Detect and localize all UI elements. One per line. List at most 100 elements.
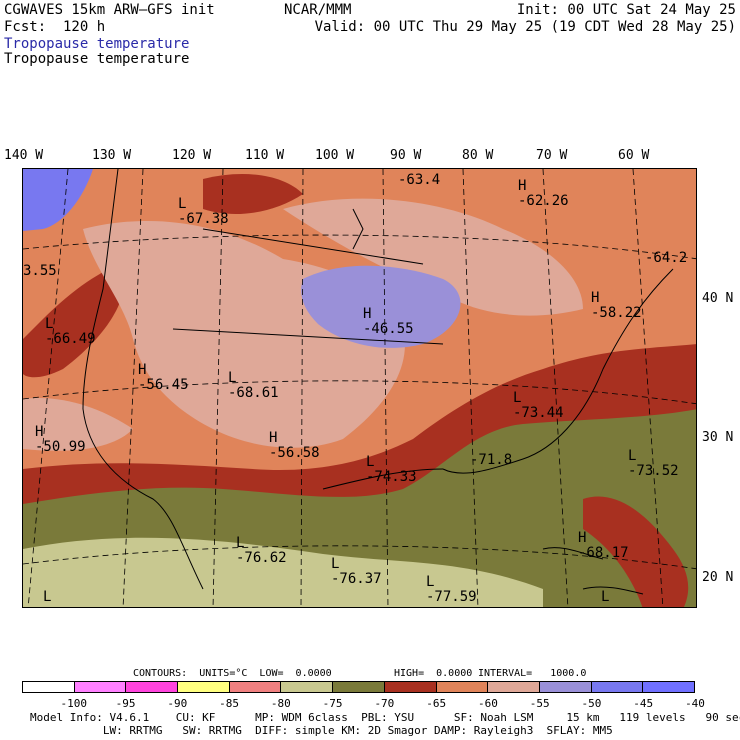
lon-label: 60 W bbox=[618, 148, 650, 163]
colorbar-segment bbox=[643, 682, 694, 692]
center-mark: L bbox=[331, 556, 340, 572]
center-value: -50.99 bbox=[35, 439, 86, 455]
valid-time: Valid: 00 UTC Thu 29 May 25 (19 CDT Wed … bbox=[314, 19, 736, 35]
colorbar-tick-label: -65 bbox=[426, 697, 447, 710]
center-mark: L bbox=[236, 535, 245, 551]
center-mark: L bbox=[426, 574, 435, 590]
center-mark: H bbox=[363, 306, 372, 322]
center-value: -68.61 bbox=[228, 385, 279, 401]
center-value: -62.26 bbox=[518, 193, 569, 209]
tropopause-temperature-map: L -67.38 -63.4 H -62.26 -64.2 3.55 H -46.55… bbox=[22, 168, 697, 608]
lat-label: 40 N bbox=[702, 291, 734, 306]
colorbar-segment bbox=[488, 682, 540, 692]
high-56-58: H -56.58 bbox=[269, 431, 320, 461]
value-64-2: -64.2 bbox=[645, 250, 688, 266]
center-value: -73.52 bbox=[628, 463, 679, 479]
low-68-61: L -68.61 bbox=[228, 371, 279, 401]
model-info-line-1: Model Info: V4.6.1 CU: KF MP: WDM 6class… bbox=[30, 711, 740, 724]
band-minus-65-pacific bbox=[23, 264, 125, 378]
low-76-37: L -76.37 bbox=[331, 557, 382, 587]
band-minus-65-atlantic bbox=[583, 496, 689, 607]
lon-label: 110 W bbox=[245, 148, 285, 163]
center-value: -66.49 bbox=[45, 331, 96, 347]
colorbar-tick-label: -85 bbox=[219, 697, 239, 710]
colorbar-segment bbox=[178, 682, 230, 692]
center-mark: H bbox=[138, 362, 147, 378]
lat-label: 30 N bbox=[702, 430, 734, 445]
model-title: CGWAVES 15km ARW–GFS init bbox=[4, 2, 215, 18]
colorbar-tick-label: -40 bbox=[685, 697, 705, 710]
lat-label: 20 N bbox=[702, 570, 734, 585]
band-minus-55-north bbox=[283, 198, 583, 316]
center-mark: H bbox=[269, 430, 278, 446]
field-title-2: Tropopause temperature bbox=[4, 51, 190, 67]
high-62-26: H -62.26 bbox=[518, 179, 569, 209]
model-info-line-2: LW: RRTMG SW: RRTMG DIFF: simple KM: 2D … bbox=[30, 724, 613, 737]
colorbar-segment bbox=[74, 682, 127, 692]
colorbar-segment bbox=[436, 682, 489, 692]
lon-label: 80 W bbox=[462, 148, 494, 163]
colorbar-segment bbox=[23, 682, 75, 692]
colorbar-tick-label: -70 bbox=[374, 697, 395, 710]
high-58-22: H -58.22 bbox=[591, 291, 642, 321]
colorbar-tick-label: -55 bbox=[529, 697, 550, 710]
lon-label: 130 W bbox=[92, 148, 132, 163]
center-value: -73.44 bbox=[513, 405, 564, 421]
band-minus-65-canada bbox=[203, 174, 303, 214]
colorbar-segment bbox=[591, 682, 644, 692]
colorbar-segment bbox=[126, 682, 179, 692]
field-title-1: Tropopause temperature bbox=[4, 36, 190, 52]
low-67-38: L -67.38 bbox=[178, 197, 229, 227]
band-minus-65-south bbox=[23, 344, 696, 504]
center-mark: L bbox=[228, 370, 237, 386]
colorbar-tick-label: -95 bbox=[115, 697, 136, 710]
center-mark: H bbox=[518, 178, 527, 194]
low-73-44: L -73.44 bbox=[513, 391, 564, 421]
lon-label: 120 W bbox=[172, 148, 212, 163]
low-74-33: L -74.33 bbox=[366, 455, 417, 485]
band-minus-55-west bbox=[23, 398, 133, 451]
center-value: -58.22 bbox=[591, 305, 642, 321]
center-mark: L bbox=[513, 390, 522, 406]
center-mark: H bbox=[591, 290, 600, 306]
colorbar-tick-label: -80 bbox=[270, 697, 291, 710]
colorbar-tick-label: -90 bbox=[167, 697, 188, 710]
center-mark: L bbox=[45, 316, 54, 332]
center-value: -68.17 bbox=[578, 545, 629, 561]
graticule bbox=[23, 169, 696, 607]
colorbar-tick-label: -45 bbox=[633, 697, 654, 710]
center-value: -46.55 bbox=[363, 321, 414, 337]
lon-label: 140 W bbox=[4, 148, 44, 163]
center-value: -56.58 bbox=[269, 445, 320, 461]
value-3-55: 3.55 bbox=[23, 263, 57, 279]
center-mark: H bbox=[578, 530, 587, 546]
lon-label: 100 W bbox=[315, 148, 355, 163]
colorbar-tick-label: -60 bbox=[477, 697, 498, 710]
center-label: NCAR/MMM bbox=[284, 2, 352, 18]
center-value: -74.33 bbox=[366, 469, 417, 485]
high-68-17: H -68.17 bbox=[578, 531, 629, 561]
center-value: -56.45 bbox=[138, 377, 189, 393]
forecast-hour: Fcst: 120 h bbox=[4, 19, 106, 35]
center-mark: H bbox=[35, 424, 44, 440]
center-mark: L bbox=[628, 448, 637, 464]
band-minus-75 bbox=[23, 537, 543, 607]
center-value: -77.59 bbox=[426, 589, 477, 605]
colorbar-tick-label: -75 bbox=[322, 697, 343, 710]
center-value: -76.37 bbox=[331, 571, 382, 587]
center-mark: L bbox=[178, 196, 187, 212]
init-time: Init: 00 UTC Sat 24 May 25 bbox=[516, 2, 736, 18]
coastlines bbox=[82, 169, 674, 595]
high-56-45: H -56.45 bbox=[138, 363, 189, 393]
low-66-49: L -66.49 bbox=[45, 317, 96, 347]
colorbar-segment bbox=[229, 682, 282, 692]
colorbar-segment bbox=[539, 682, 592, 692]
contour-info: CONTOURS: UNITS=°C LOW= 0.0000 bbox=[133, 668, 332, 679]
high-46-55: H -46.55 bbox=[363, 307, 414, 337]
map-fill-svg bbox=[23, 169, 696, 607]
colorbar-tick-label: -50 bbox=[581, 697, 602, 710]
low-76-62: L -76.62 bbox=[236, 536, 287, 566]
contour-high: HIGH= 0.0000 bbox=[394, 668, 473, 679]
colorbar-segment bbox=[333, 682, 385, 692]
center-mark: L bbox=[366, 454, 375, 470]
